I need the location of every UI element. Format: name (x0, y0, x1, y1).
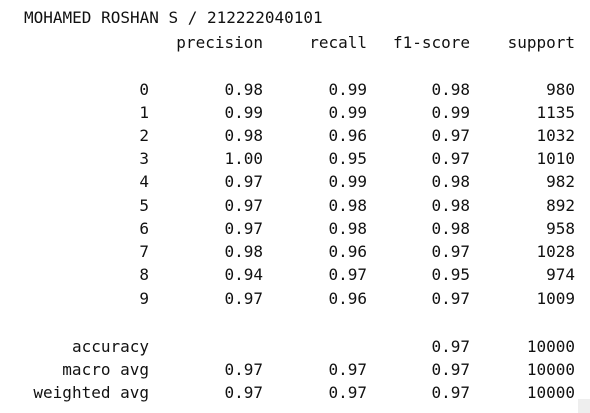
support-value: 974 (546, 265, 575, 284)
recall-value: 0.98 (328, 196, 367, 215)
class-label: 0 (139, 80, 149, 99)
class-label: 6 (139, 219, 149, 238)
precision-value: 0.97 (224, 196, 263, 215)
f1-value: 0.97 (431, 126, 470, 145)
precision-value: 0.98 (224, 80, 263, 99)
recall-value: 0.98 (328, 219, 367, 238)
f1-value: 0.98 (431, 219, 470, 238)
macro-recall: 0.97 (328, 360, 367, 379)
header-row: precision recall f1-score support (0, 31, 590, 54)
table-row: 4 0.97 0.99 0.98 982 (0, 170, 590, 193)
table-row: 6 0.97 0.98 0.98 958 (0, 217, 590, 240)
recall-value: 0.95 (328, 149, 367, 168)
precision-value: 0.97 (224, 289, 263, 308)
f1-value: 0.98 (431, 80, 470, 99)
table-row: 0 0.98 0.99 0.98 980 (0, 78, 590, 101)
weighted-support: 10000 (526, 383, 575, 402)
recall-value: 0.96 (328, 289, 367, 308)
recall-value: 0.96 (328, 242, 367, 261)
precision-value: 0.99 (224, 103, 263, 122)
table-row: 5 0.97 0.98 0.98 892 (0, 194, 590, 217)
recall-value: 0.99 (328, 80, 367, 99)
support-value: 982 (546, 172, 575, 191)
weighted-f1: 0.97 (431, 383, 470, 402)
header-precision: precision (176, 33, 263, 52)
class-label: 8 (139, 265, 149, 284)
precision-value: 0.97 (224, 172, 263, 191)
support-value: 1028 (536, 242, 575, 261)
accuracy-support: 10000 (526, 337, 575, 356)
recall-value: 0.97 (328, 265, 367, 284)
support-value: 1032 (536, 126, 575, 145)
table-row: 7 0.98 0.96 0.97 1028 (0, 240, 590, 263)
scroll-corner (578, 399, 590, 413)
macro-f1: 0.97 (431, 360, 470, 379)
precision-value: 1.00 (224, 149, 263, 168)
weighted-recall: 0.97 (328, 383, 367, 402)
f1-value: 0.97 (431, 242, 470, 261)
class-label: 5 (139, 196, 149, 215)
table-row: 8 0.94 0.97 0.95 974 (0, 263, 590, 286)
class-label: 9 (139, 289, 149, 308)
precision-value: 0.98 (224, 126, 263, 145)
class-label: 4 (139, 172, 149, 191)
class-label: 3 (139, 149, 149, 168)
table-row: 3 1.00 0.95 0.97 1010 (0, 147, 590, 170)
accuracy-value: 0.97 (431, 337, 470, 356)
recall-value: 0.99 (328, 172, 367, 191)
f1-value: 0.97 (431, 149, 470, 168)
macro-avg-row: macro avg 0.97 0.97 0.97 10000 (0, 358, 590, 381)
header-recall: recall (309, 33, 367, 52)
class-label: 1 (139, 103, 149, 122)
table-row: 9 0.97 0.96 0.97 1009 (0, 287, 590, 310)
precision-value: 0.97 (224, 219, 263, 238)
recall-value: 0.96 (328, 126, 367, 145)
support-value: 1009 (536, 289, 575, 308)
accuracy-row: accuracy 0.97 10000 (0, 335, 590, 358)
support-value: 1135 (536, 103, 575, 122)
accuracy-label: accuracy (71, 337, 149, 356)
report-title: MOHAMED ROSHAN S / 212222040101 (24, 8, 323, 27)
macro-avg-label: macro avg (62, 360, 149, 379)
f1-value: 0.95 (431, 265, 470, 284)
recall-value: 0.99 (328, 103, 367, 122)
support-value: 1010 (536, 149, 575, 168)
weighted-avg-label: weighted avg (33, 383, 149, 402)
support-value: 958 (546, 219, 575, 238)
table-row: 1 0.99 0.99 0.99 1135 (0, 101, 590, 124)
f1-value: 0.99 (431, 103, 470, 122)
weighted-precision: 0.97 (224, 383, 263, 402)
support-value: 892 (546, 196, 575, 215)
precision-value: 0.98 (224, 242, 263, 261)
class-label: 7 (139, 242, 149, 261)
f1-value: 0.98 (431, 172, 470, 191)
class-label: 2 (139, 126, 149, 145)
macro-precision: 0.97 (224, 360, 263, 379)
support-value: 980 (546, 80, 575, 99)
macro-support: 10000 (526, 360, 575, 379)
precision-value: 0.94 (224, 265, 263, 284)
header-f1-score: f1-score (392, 33, 470, 52)
table-row: 2 0.98 0.96 0.97 1032 (0, 124, 590, 147)
f1-value: 0.98 (431, 196, 470, 215)
weighted-avg-row: weighted avg 0.97 0.97 0.97 10000 (0, 381, 590, 404)
header-support: support (507, 33, 575, 52)
f1-value: 0.97 (431, 289, 470, 308)
